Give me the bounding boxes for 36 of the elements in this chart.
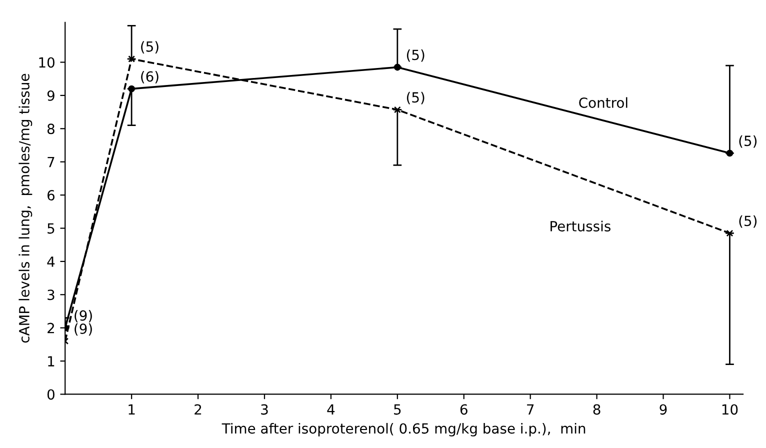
x-tick-label: 1 [128, 404, 135, 415]
y-tick-label: 6 [48, 190, 55, 201]
x-axis-title: Time after isoproterenol( 0.65 mg/kg base i.p.), min [222, 422, 586, 436]
annotation: (5) [406, 92, 424, 104]
y-tick-label: 1 [48, 356, 54, 366]
x-tick-label: 6 [460, 404, 468, 415]
y-axis-title: cAMP levels in lung, pmoles/mg tissue [18, 74, 32, 343]
x-tick-label: 5 [394, 404, 401, 415]
x-tick-label: 7 [527, 404, 534, 415]
text: Pertussis [550, 220, 610, 232]
y-tick-label: 8 [47, 124, 54, 134]
y-tick-label: 2 [48, 322, 54, 334]
x-tick-label: 10 [722, 404, 738, 415]
y-tick-label: 0 [47, 389, 54, 400]
point [394, 106, 401, 114]
annotation: (9) [74, 323, 92, 336]
x-tick-label: 4 [327, 404, 335, 415]
annotation: (9) [74, 310, 92, 322]
point [726, 230, 734, 237]
series-label: Control [579, 97, 628, 108]
x-tick-label: 9 [660, 404, 667, 415]
y-tick-label: 9 [47, 90, 54, 101]
point [128, 55, 136, 62]
x-tick-label: 2 [194, 404, 202, 415]
y-tick-label: 5 [48, 223, 54, 234]
annotation: (6) [141, 70, 158, 84]
y-tick-label: 10 [39, 57, 54, 68]
y-tick-label: 4 [47, 256, 55, 267]
y-tick-label: 7 [48, 156, 54, 168]
annotation: (5) [739, 135, 757, 148]
annotation: (5) [739, 215, 757, 228]
annotation: (5) [406, 49, 424, 62]
y-tick-label: 3 [48, 290, 54, 300]
x-tick-label: 3 [261, 404, 268, 415]
x-tick-label: 8 [593, 404, 600, 415]
annotation: (5) [141, 41, 158, 54]
